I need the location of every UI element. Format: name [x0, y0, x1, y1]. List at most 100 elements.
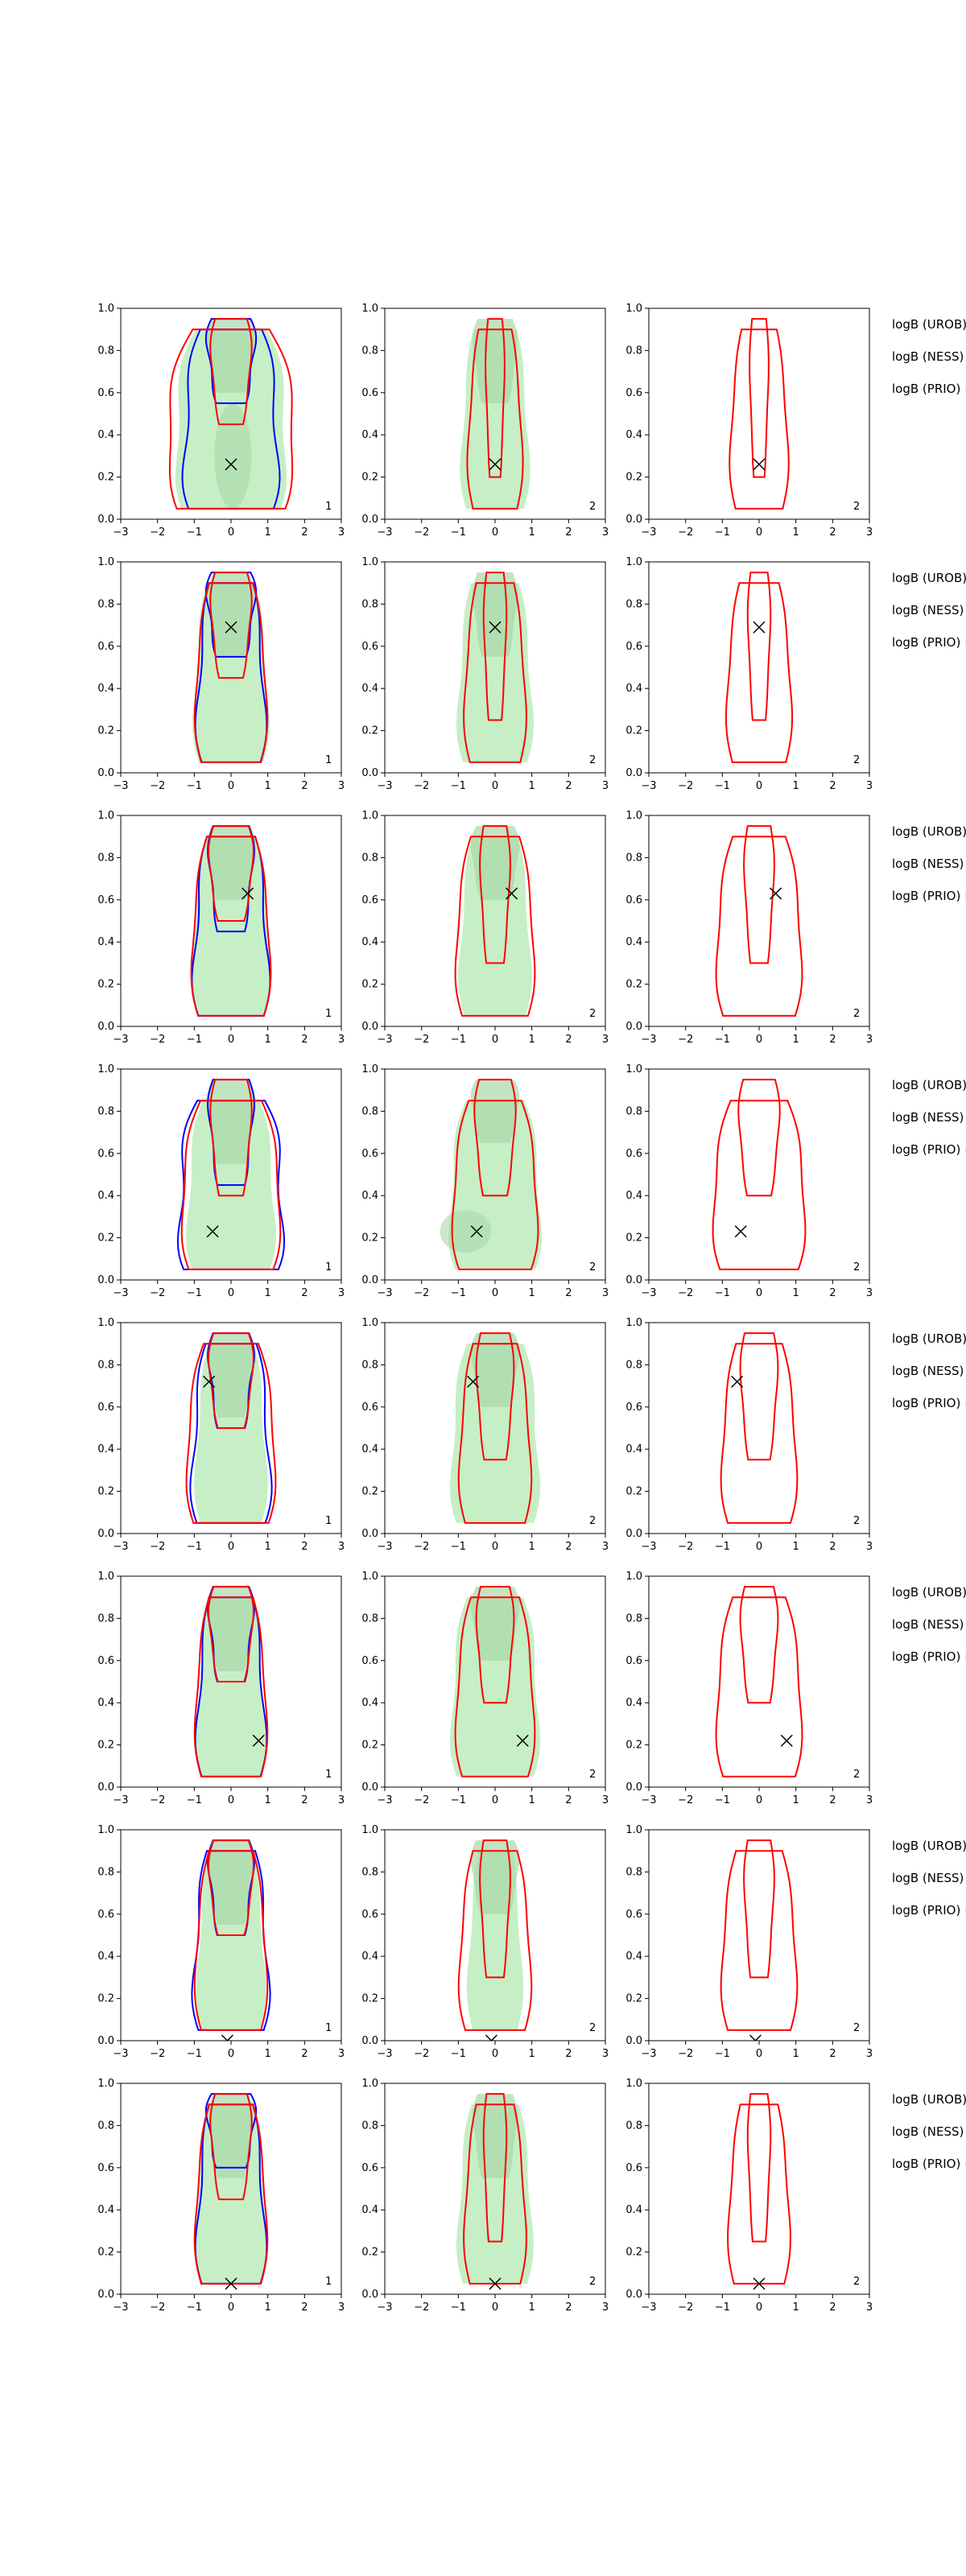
- true-value-marker: [516, 1734, 529, 1747]
- density-fill-outer: [190, 836, 272, 1016]
- x-tick-label: −2: [414, 1794, 429, 1806]
- subplot-r4-c2: −3 −2 −1 0 1 2 3 0.0 0.2 0.4 0.6 0.8 1.0 2: [361, 1063, 609, 1299]
- y-tick-label: 0.4: [361, 429, 378, 441]
- plot-body: [168, 318, 294, 510]
- y-tick-label: 1.0: [361, 1317, 378, 1329]
- x-tick-label: 1: [793, 2301, 799, 2314]
- density-fill-inner: [208, 2094, 254, 2178]
- x-tick-label: 1: [529, 780, 535, 792]
- subplot-r7-c3: −3 −2 −1 0 1 2 3 0.0 0.2 0.4 0.6 0.8 1.0 2: [625, 1824, 873, 2060]
- panel-tag: 2: [853, 501, 860, 513]
- x-tick-label: −1: [715, 1034, 730, 1046]
- y-tick-label: 0.0: [361, 2289, 378, 2301]
- panel-tag: 2: [589, 1261, 596, 1274]
- y-tick-label: 0.2: [361, 1993, 378, 2005]
- density-fill-inner: [470, 1080, 520, 1143]
- red-contour-1: [715, 836, 803, 1017]
- x-tick-label: 0: [492, 780, 498, 792]
- plot-body: [193, 1586, 269, 1777]
- true-value-marker: [753, 2277, 766, 2290]
- y-tick-label: 0.4: [625, 2204, 642, 2216]
- x-tick-label: 0: [492, 1287, 498, 1299]
- y-tick-label: 0.6: [361, 1909, 378, 1921]
- y-tick-label: 0.8: [361, 345, 378, 357]
- true-value-marker: [753, 621, 766, 634]
- x-tick-label: −3: [641, 526, 656, 539]
- plot-body: [185, 1332, 277, 1524]
- x-tick-label: 0: [756, 1541, 762, 1553]
- x-tick-label: −1: [715, 2048, 730, 2060]
- side-label: logB (PRIO) =: [892, 1903, 966, 1918]
- x-tick-label: −3: [377, 1034, 392, 1046]
- red-contour-2: [209, 2093, 253, 2201]
- true-value-marker: [780, 1734, 793, 1747]
- panel-tag: 2: [853, 1008, 860, 1020]
- side-label: logB (NESS) =: [892, 1871, 966, 1885]
- density-fill-inner: [470, 826, 520, 900]
- y-tick-label: 0.8: [97, 2120, 114, 2132]
- y-tick-label: 0.4: [625, 683, 642, 695]
- axes-frame: [648, 2083, 870, 2295]
- y-tick-label: 0.6: [361, 2162, 378, 2174]
- x-tick-label: −2: [414, 1541, 429, 1553]
- y-tick-label: 0.2: [625, 2247, 642, 2259]
- y-tick-label: 0.2: [625, 1486, 642, 1498]
- plot-body: [456, 572, 534, 763]
- x-tick-label: 3: [866, 526, 873, 539]
- y-tick-label: 0.8: [625, 1105, 642, 1117]
- y-tick-label: 0.4: [625, 1697, 642, 1709]
- x-tick-label: 0: [228, 1287, 234, 1299]
- y-tick-label: 0.2: [625, 1740, 642, 1752]
- side-label: logB (UROB) =: [892, 317, 966, 332]
- panel-tag: 1: [325, 1008, 332, 1020]
- red-contour-2: [743, 825, 775, 964]
- y-tick-label: 0.4: [361, 683, 378, 695]
- subplot-r2-c2: −3 −2 −1 0 1 2 3 0.0 0.2 0.4 0.6 0.8 1.0 2: [361, 556, 609, 792]
- x-tick-label: −3: [641, 1541, 656, 1553]
- x-tick-label: −1: [715, 526, 730, 539]
- y-tick-label: 0.4: [97, 1443, 114, 1455]
- y-tick-label: 0.6: [361, 1148, 378, 1160]
- y-tick-label: 0.6: [625, 641, 642, 653]
- y-tick-label: 0.6: [97, 1655, 114, 1667]
- y-tick-label: 0.6: [97, 1148, 114, 1160]
- y-tick-label: 0.4: [625, 1190, 642, 1202]
- red-contour-1: [180, 1100, 282, 1270]
- y-tick-label: 0.0: [625, 767, 642, 779]
- x-tick-label: 0: [756, 1794, 762, 1806]
- plot-body: [440, 1079, 542, 1270]
- y-tick-label: 0.6: [97, 2162, 114, 2174]
- y-tick-label: 0.8: [361, 598, 378, 610]
- y-tick-label: 0.2: [361, 979, 378, 991]
- x-tick-label: 0: [492, 1034, 498, 1046]
- blue-contour-1: [191, 1850, 271, 2031]
- x-tick-label: −1: [451, 2048, 466, 2060]
- true-value-marker: [252, 1734, 265, 1747]
- side-label: logB (UROB) =: [892, 1585, 966, 1600]
- y-tick-label: 0.2: [97, 979, 114, 991]
- y-tick-label: 0.8: [97, 1612, 114, 1624]
- x-tick-label: −1: [187, 526, 202, 539]
- panel-tag: 1: [325, 2022, 332, 2034]
- y-tick-label: 0.0: [97, 767, 114, 779]
- x-tick-label: −1: [451, 1287, 466, 1299]
- red-contour-1: [190, 836, 272, 1017]
- red-contour-1: [185, 1343, 277, 1524]
- x-tick-label: 0: [492, 1794, 498, 1806]
- x-tick-label: 3: [602, 1287, 609, 1299]
- subplot-r8-c3: −3 −2 −1 0 1 2 3 0.0 0.2 0.4 0.6 0.8 1.0 2: [625, 2078, 873, 2314]
- plot-body: [456, 2093, 534, 2290]
- density-fill-inner: [472, 319, 518, 403]
- panel-tag: 2: [853, 1769, 860, 1781]
- x-tick-label: 1: [793, 780, 799, 792]
- x-tick-label: 3: [866, 1287, 873, 1299]
- x-tick-label: 1: [265, 1541, 271, 1553]
- x-tick-label: −2: [150, 2301, 165, 2314]
- y-tick-label: 0.0: [625, 1274, 642, 1286]
- y-tick-label: 1.0: [97, 1063, 114, 1075]
- red-contour-2: [746, 2093, 772, 2243]
- x-tick-label: 2: [301, 526, 308, 539]
- y-tick-label: 0.6: [97, 1909, 114, 1921]
- x-tick-label: 2: [829, 2301, 836, 2314]
